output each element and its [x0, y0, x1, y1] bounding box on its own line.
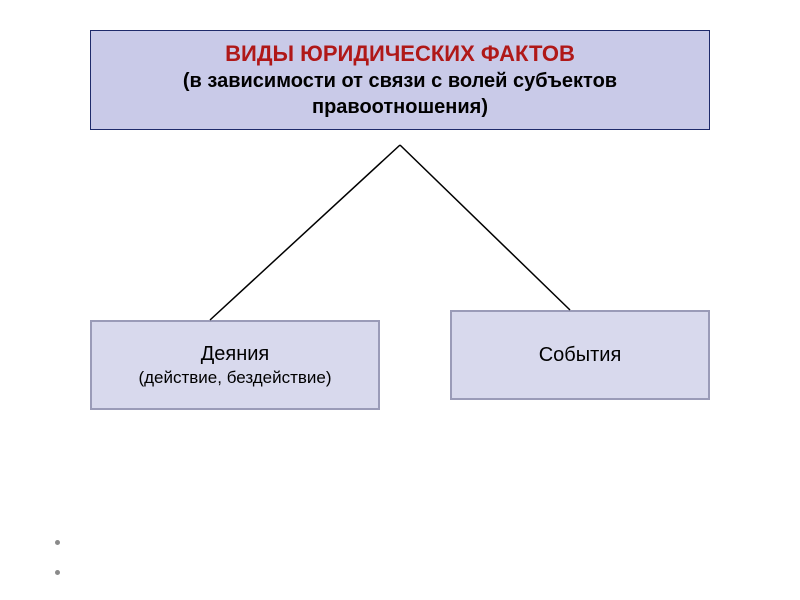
left-title: Деяния [201, 341, 270, 367]
edge-left [210, 145, 400, 320]
header-box: ВИДЫ ЮРИДИЧЕСКИХ ФАКТОВ (в зависимости о… [90, 30, 710, 130]
bullet-1 [55, 570, 60, 575]
left-subtitle: (действие, бездействие) [138, 367, 331, 389]
header-subtitle: (в зависимости от связи с волей субъекто… [103, 68, 697, 120]
right-title: События [539, 342, 622, 368]
left-box: Деяния (действие, бездействие) [90, 320, 380, 410]
bullet-0 [55, 540, 60, 545]
right-box: События [450, 310, 710, 400]
edge-right [400, 145, 570, 310]
header-title: ВИДЫ ЮРИДИЧЕСКИХ ФАКТОВ [225, 40, 575, 69]
